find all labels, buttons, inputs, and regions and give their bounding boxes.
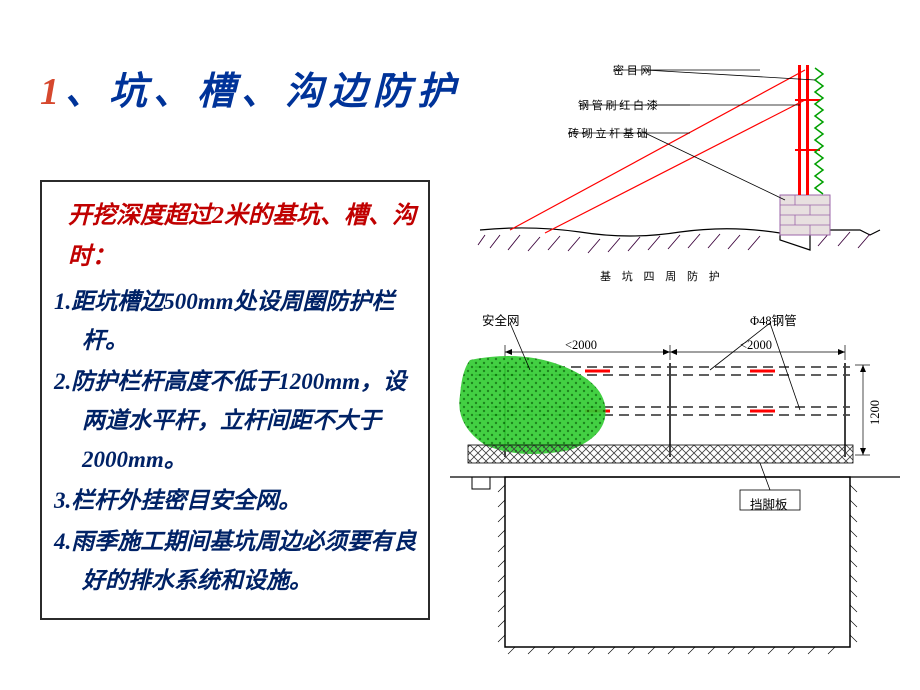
- list-item: 1.距坑槽边500mm处设周圈防护栏杆。: [54, 282, 418, 360]
- label-anquan: 安全网: [482, 310, 520, 329]
- list-item: 4.雨季施工期间基坑周边必须要有良好的排水系统和设施。: [54, 522, 418, 600]
- label-lt2000a: <2000: [565, 338, 597, 353]
- label-mimu: 密 目 网: [613, 62, 652, 78]
- list-item: 3.栏杆外挂密目安全网。: [54, 481, 418, 520]
- label-zhuanqi: 砖 砌 立 杆 基 础: [568, 125, 648, 141]
- page-title: 1、坑、槽、沟边防护: [40, 60, 461, 115]
- top-diagram-svg: [450, 40, 900, 285]
- label-h1200: 1200: [868, 400, 883, 425]
- label-dangjiao: 挡脚板: [750, 494, 788, 513]
- bottom-diagram-svg: [450, 305, 900, 665]
- top-caption: 基 坑 四 周 防 护: [600, 268, 724, 284]
- list-item: 2.防护栏杆高度不低于1200mm，设两道水平杆，立杆间距不大于2000mm。: [54, 362, 418, 479]
- diagram-area: 密 目 网 钢 管 刷 红 白 漆 砖 砌 立 杆 基 础 基 坑 四 周 防 …: [450, 40, 900, 660]
- title-text: 、坑、槽、沟边防护: [65, 71, 461, 113]
- label-gangguan: 钢 管 刷 红 白 漆: [578, 97, 658, 113]
- label-phi48: Φ48钢管: [750, 310, 797, 329]
- title-number: 1: [40, 71, 65, 113]
- content-textbox: 开挖深度超过2米的基坑、槽、沟时： 1.距坑槽边500mm处设周圈防护栏杆。 2…: [40, 180, 430, 620]
- lead-text: 开挖深度超过2米的基坑、槽、沟时：: [68, 196, 418, 278]
- label-lt2000b: <2000: [740, 338, 772, 353]
